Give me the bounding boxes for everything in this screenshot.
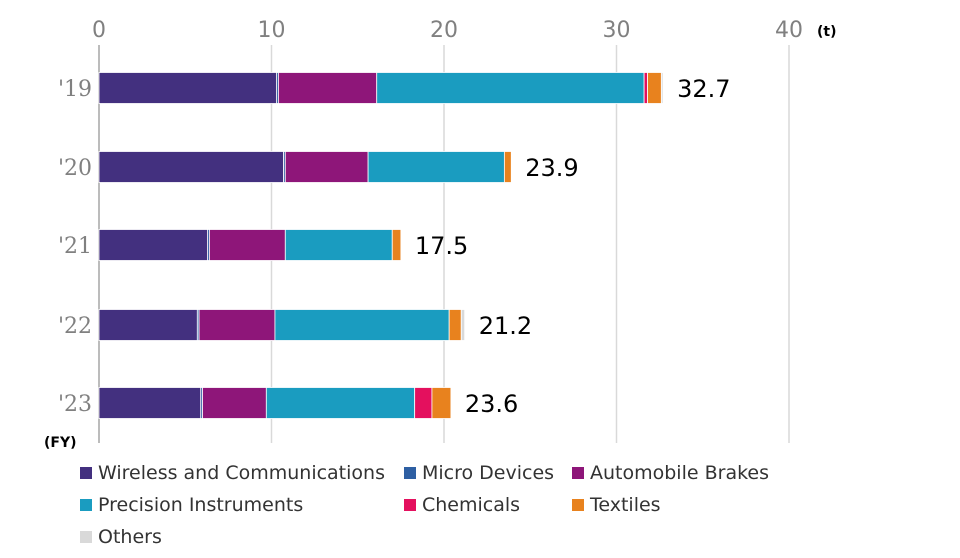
x-tick-label: 40 bbox=[775, 18, 803, 43]
bar-segment-others bbox=[460, 309, 466, 341]
bar-segment-textiles bbox=[503, 151, 512, 183]
legend-swatch bbox=[404, 467, 416, 479]
category-axis-label: (FY) bbox=[44, 435, 77, 451]
total-label: 17.5 bbox=[415, 232, 468, 260]
bar-segment-wireless-and-communications bbox=[98, 151, 284, 183]
x-tick-label: 0 bbox=[92, 18, 106, 43]
bar-segment-chemicals bbox=[414, 387, 433, 419]
category-label: '19 bbox=[58, 77, 92, 102]
total-label: 32.7 bbox=[677, 75, 730, 103]
total-labels: 32.7 23.9 17.5 21.2 23.6 bbox=[415, 75, 731, 418]
bar-segment-chemicals bbox=[643, 72, 648, 104]
total-label: 23.6 bbox=[465, 390, 518, 418]
bar-segment-textiles bbox=[391, 229, 402, 261]
legend-swatch bbox=[80, 467, 92, 479]
category-label: '21 bbox=[58, 234, 92, 259]
legend-label: Wireless and Communications bbox=[98, 462, 385, 484]
legend-label: Chemicals bbox=[422, 494, 520, 516]
legend-swatch bbox=[572, 499, 584, 511]
total-label: 21.2 bbox=[479, 312, 532, 340]
bar-segment-textiles bbox=[647, 72, 662, 104]
legend-swatch bbox=[404, 499, 416, 511]
bar-segment-wireless-and-communications bbox=[98, 387, 202, 419]
bar-segment-automobile-brakes bbox=[277, 72, 378, 104]
x-tick-label: 10 bbox=[258, 18, 286, 43]
legend-label: Others bbox=[98, 526, 162, 548]
grid-lines bbox=[98, 45, 790, 443]
legend-swatch bbox=[80, 499, 92, 511]
legend-label: Automobile Brakes bbox=[590, 462, 769, 484]
bar-segment-precision-instruments bbox=[265, 387, 416, 419]
bar-segment-wireless-and-communications bbox=[98, 72, 278, 104]
bar-segment-textiles bbox=[448, 309, 462, 341]
bar-segment-wireless-and-communications bbox=[98, 229, 209, 261]
bar-segment-precision-instruments bbox=[367, 151, 505, 183]
x-tick-label: 30 bbox=[603, 18, 631, 43]
legend: Wireless and Communications Micro Devices… bbox=[80, 462, 769, 548]
legend-swatch bbox=[572, 467, 584, 479]
bars bbox=[98, 72, 664, 419]
category-label: '22 bbox=[58, 314, 92, 339]
legend-label: Precision Instruments bbox=[98, 494, 303, 516]
bar-segment-others bbox=[660, 72, 664, 104]
bar-segment-textiles bbox=[431, 387, 452, 419]
bar-segment-automobile-brakes bbox=[202, 387, 267, 419]
category-label: '20 bbox=[58, 156, 92, 181]
unit-label: (t) bbox=[817, 24, 837, 40]
x-tick-label: 20 bbox=[430, 18, 458, 43]
bar-segment-precision-instruments bbox=[376, 72, 645, 104]
category-labels: '19 '20 '21 '22 '23 bbox=[58, 77, 92, 417]
legend-label: Textiles bbox=[589, 494, 661, 516]
category-label: '23 bbox=[58, 392, 92, 417]
bar-segment-wireless-and-communications bbox=[98, 309, 198, 341]
bar-segment-automobile-brakes bbox=[284, 151, 369, 183]
bar-segment-automobile-brakes bbox=[198, 309, 276, 341]
total-label: 23.9 bbox=[525, 154, 578, 182]
bar-segment-precision-instruments bbox=[284, 229, 393, 261]
bar-segment-automobile-brakes bbox=[208, 229, 286, 261]
legend-label: Micro Devices bbox=[422, 462, 554, 484]
legend-swatch bbox=[80, 531, 92, 543]
bar-segment-precision-instruments bbox=[274, 309, 450, 341]
x-tick-labels: 0 10 20 30 40 bbox=[92, 18, 803, 43]
